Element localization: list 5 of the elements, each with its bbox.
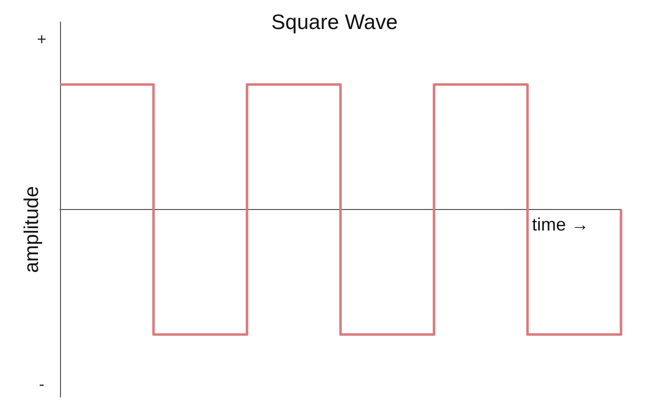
x-axis-title: time → bbox=[532, 214, 590, 234]
y-axis-title: amplitude bbox=[21, 186, 43, 273]
text: + bbox=[37, 32, 46, 48]
chart-title: Square Wave bbox=[271, 11, 398, 34]
text: - bbox=[39, 376, 44, 394]
